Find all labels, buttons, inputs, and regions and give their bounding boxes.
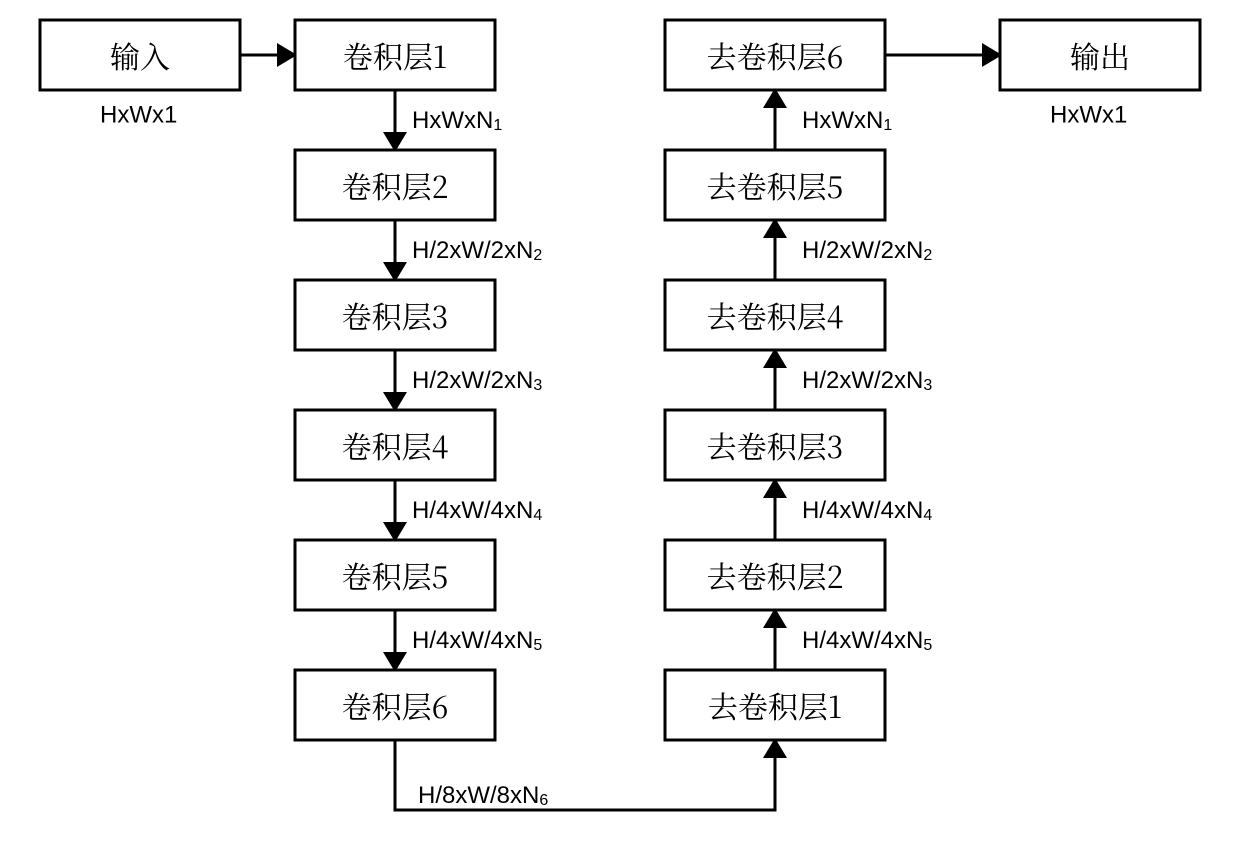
dim-label-output_dim: HxWx1 <box>1050 102 1127 129</box>
node-label-conv4: 卷积层4 <box>342 423 449 467</box>
node-conv2: 卷积层2 <box>295 150 495 220</box>
node-label-deconv1: 去卷积层1 <box>708 683 842 727</box>
dim-label-deconv1_out: H/4xW/4xN5 <box>802 627 932 654</box>
node-label-deconv3: 去卷积层3 <box>707 423 844 467</box>
dim-label-bottom: H/8xW/8xN6 <box>418 782 548 809</box>
node-label-conv3: 卷积层3 <box>342 293 449 337</box>
dim-label-deconv4_out: H/2xW/2xN2 <box>802 237 932 264</box>
node-deconv4: 去卷积层4 <box>665 280 885 350</box>
node-deconv2: 去卷积层2 <box>665 540 885 610</box>
dim-label-input_dim: HxWx1 <box>100 102 177 129</box>
node-label-conv2: 卷积层2 <box>342 163 449 207</box>
network-flowchart: 输入 卷积层1 卷积层2 卷积层3 卷积层4 卷积层5 卷积层6 去卷积层1 去卷积层2 去卷积层… <box>0 0 1240 865</box>
node-label-conv1: 卷积层1 <box>343 33 447 77</box>
node-conv5: 卷积层5 <box>295 540 495 610</box>
dim-label-conv4_out: H/4xW/4xN4 <box>412 497 542 524</box>
dim-label-deconv3_out: H/2xW/2xN3 <box>802 367 932 394</box>
node-label-deconv6: 去卷积层6 <box>707 33 844 77</box>
node-label-conv5: 卷积层5 <box>342 553 449 597</box>
node-label-deconv5: 去卷积层5 <box>707 163 844 207</box>
node-deconv6: 去卷积层6 <box>665 20 885 90</box>
node-label-deconv4: 去卷积层4 <box>707 293 844 337</box>
node-conv3: 卷积层3 <box>295 280 495 350</box>
dim-label-conv1_out: HxWxN1 <box>412 107 502 134</box>
node-conv4: 卷积层4 <box>295 410 495 480</box>
node-label-output: 输出 <box>1070 33 1130 77</box>
node-label-input: 输入 <box>110 33 170 77</box>
node-conv6: 卷积层6 <box>295 670 495 740</box>
dim-label-deconv2_out: H/4xW/4xN4 <box>802 497 932 524</box>
dim-label-conv5_out: H/4xW/4xN5 <box>412 627 542 654</box>
dim-label-conv2_out: H/2xW/2xN2 <box>412 237 542 264</box>
node-deconv5: 去卷积层5 <box>665 150 885 220</box>
node-input: 输入 <box>40 20 240 90</box>
node-label-conv6: 卷积层6 <box>342 683 449 727</box>
node-output: 输出 <box>1000 20 1200 90</box>
node-conv1: 卷积层1 <box>295 20 495 90</box>
node-label-deconv2: 去卷积层2 <box>707 553 844 597</box>
node-deconv1: 去卷积层1 <box>665 670 885 740</box>
dim-label-deconv5_out: HxWxN1 <box>802 107 892 134</box>
node-deconv3: 去卷积层3 <box>665 410 885 480</box>
dim-label-conv3_out: H/2xW/2xN3 <box>412 367 542 394</box>
